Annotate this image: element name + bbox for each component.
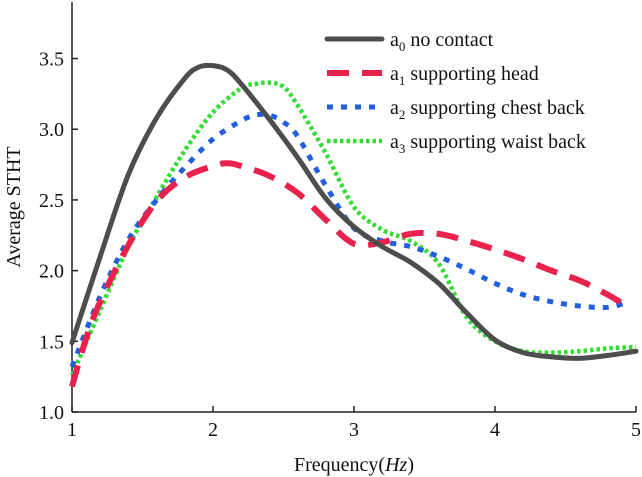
legend-item-a3: a3 supporting waist back (327, 131, 586, 156)
x-tick-label: 1 (67, 419, 77, 441)
y-tick-label: 1.0 (39, 402, 64, 424)
legend-item-a2: a2 supporting chest back (327, 97, 585, 122)
x-axis-title: Frequency(Hz) (294, 454, 414, 476)
legend-item-a0: a0 no contact (324, 29, 494, 54)
y-tick-label: 1.5 (39, 331, 64, 353)
y-tick-label: 3.0 (39, 119, 64, 141)
series-line-a0 (69, 62, 639, 361)
legend-label: a3 supporting waist back (390, 131, 586, 156)
x-tick-label: 3 (349, 419, 359, 441)
legend-label: a1 supporting head (390, 63, 539, 88)
legend-label: a2 supporting chest back (390, 97, 585, 122)
x-tick-label: 2 (208, 419, 218, 441)
x-ticks: 1 2 3 4 5 (67, 406, 641, 441)
y-axis-title: Average STHT (3, 146, 25, 267)
series-group (69, 62, 639, 388)
y-ticks: 1.0 1.5 2.0 2.5 3.0 3.5 (39, 49, 78, 424)
series-line-a1 (69, 160, 631, 388)
y-tick-label: 3.5 (39, 49, 64, 71)
legend-item-a1: a1 supporting head (327, 63, 539, 88)
series-line-a2 (69, 111, 630, 368)
y-tick-label: 2.0 (39, 261, 64, 283)
legend: a0 no contact a1 supporting head a2 suppor… (324, 29, 586, 156)
plot-area: 1 2 3 4 5 1.0 1.5 2.0 2.5 3.0 3.5 (39, 2, 641, 441)
x-tick-label: 4 (490, 419, 500, 441)
y-tick-label: 2.5 (39, 190, 64, 212)
x-tick-label: 5 (631, 419, 641, 441)
legend-label: a0 no contact (390, 29, 494, 54)
